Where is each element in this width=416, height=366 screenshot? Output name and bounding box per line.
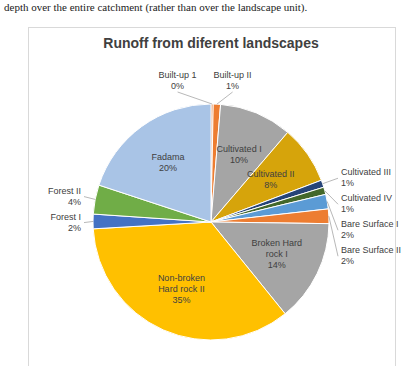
label-value: 10% [230,155,248,165]
leader-line [329,216,338,256]
label-category: Broken Hardrock I [252,238,303,259]
label-line: rock I [266,249,288,259]
label-line: Bare Surface II [341,245,401,255]
label-category: Cultivated III [341,167,391,177]
label-line: Fadama [152,152,185,162]
label-category: Bare Surface I [341,219,399,229]
label-category: Cultivated II [247,169,295,179]
label-value: 14% [268,260,286,270]
leader-line [84,197,95,200]
label-category: Forest I [50,212,81,222]
label-category: Cultivated I [217,144,262,154]
label-line: Hard rock II [158,284,205,294]
label-line: Cultivated III [341,167,391,177]
annotation: depth over the entire catchment (rather … [4,1,308,14]
data-labels: Cultivated I10% Cultivated II8% Broken Har… [48,70,401,305]
chart-frame [29,28,396,366]
label-value: 1% [341,178,354,188]
label-category: Built-up 1 [159,70,197,80]
leader-lines [84,92,338,256]
label-line: Cultivated IV [341,193,392,203]
label-value: 8% [264,180,277,190]
label-value: 2% [341,256,354,266]
label-line: Broken Hard [252,238,303,248]
label-value: 4% [68,197,81,207]
label-value: 0% [171,81,184,91]
label-value: 35% [172,295,190,305]
label-line: Built-up II [214,70,252,80]
label-category: Built-up II [214,70,252,80]
label-category: Cultivated IV [341,193,392,203]
slice [99,104,211,222]
label-line: Cultivated I [217,144,262,154]
leader-line [327,202,338,231]
label-category: Fadama [152,152,185,162]
label-category: Bare Surface II [341,245,401,255]
label-line: Cultivated II [247,169,295,179]
leader-line [178,92,213,104]
chart: depth over the entire catchment (rather … [0,0,416,366]
label-line: Forest I [50,212,81,222]
label-line: Bare Surface I [341,219,399,229]
label-category: Non-brokenHard rock II [158,273,205,294]
title: Runoff from diferent landscapes [103,35,319,51]
leader-line [325,191,338,204]
label-line: Forest II [48,186,81,196]
leader-line [217,92,233,104]
label-value: 1% [226,81,239,91]
label-line: Built-up 1 [159,70,197,80]
label-line: Non-broken [158,273,205,283]
pie [93,104,329,340]
leader-line [323,178,338,183]
label-value: 2% [68,223,81,233]
leader-line [84,221,93,222]
label-value: 1% [341,204,354,214]
label-category: Forest II [48,186,81,196]
label-value: 2% [341,230,354,240]
label-value: 20% [159,163,177,173]
slice [211,209,329,224]
